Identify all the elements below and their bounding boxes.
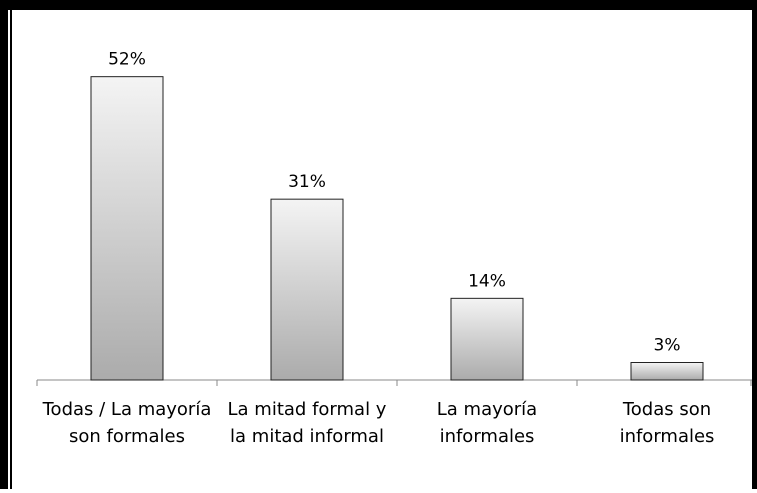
value-label: 52% (108, 50, 146, 70)
x-tick-label: La mitad formal y la mitad informal (227, 399, 387, 447)
bar (270, 198, 344, 381)
x-tick-label-box: Todas son informales (619, 399, 715, 447)
x-tick-label: La mayoría informales (436, 399, 538, 447)
x-tick-label-box: Todas / La mayoría son formales (42, 399, 212, 447)
bar (630, 362, 704, 381)
value-label: 31% (288, 172, 326, 192)
frame-top (0, 0, 757, 10)
x-tick-label-box: La mayoría informales (436, 399, 538, 447)
value-label: 3% (654, 336, 681, 356)
value-label: 14% (468, 271, 506, 291)
bar (450, 297, 524, 381)
x-tick-label: Todas / La mayoría son formales (42, 399, 212, 447)
frame-left (0, 0, 8, 489)
frame-right (752, 0, 757, 489)
x-tick-label: Todas son informales (619, 399, 715, 447)
frame-left-inner (10, 10, 12, 489)
bar (90, 76, 164, 381)
x-tick-label-box: La mitad formal y la mitad informal (227, 399, 387, 447)
